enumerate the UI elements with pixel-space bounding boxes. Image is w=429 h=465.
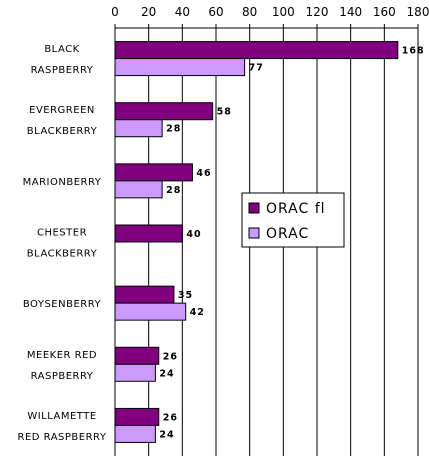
category-label: EVERGREEN [29, 105, 95, 116]
bar [114, 285, 175, 304]
bar [114, 302, 187, 321]
bar [114, 407, 160, 426]
category-label: MEEKER RED [27, 350, 97, 361]
x-tick-label: 100 [272, 5, 295, 19]
x-tick-label: 40 [175, 5, 190, 19]
bar [114, 163, 193, 182]
bar [114, 41, 399, 60]
category-label: RASPBERRY [31, 371, 94, 382]
x-tick-label: 80 [242, 5, 257, 19]
bar [114, 58, 246, 77]
legend-label-orac-fl: ORAC fl [266, 201, 326, 217]
legend-swatch-orac-fl [248, 202, 260, 214]
data-label: 26 [163, 412, 178, 423]
x-tick-label: 0 [111, 5, 119, 19]
category-label: WILLAMETTE [27, 411, 96, 422]
legend-label-orac: ORAC [266, 226, 309, 242]
category-label: RASPBERRY [31, 65, 94, 76]
bar [114, 363, 156, 382]
category-labels: BLACK RASPBERRY EVERGREEN BLACKBERRY MARIONB… [18, 44, 107, 443]
x-tick-label: 60 [208, 5, 223, 19]
bar [114, 224, 183, 243]
x-tick-label: 180 [407, 5, 429, 19]
data-label: 35 [178, 290, 193, 301]
category-label: MARIONBERRY [23, 177, 102, 188]
bar [114, 180, 163, 199]
category-label: BOYSENBERRY [23, 299, 102, 310]
bar [114, 346, 160, 365]
bar [114, 424, 156, 443]
bar [114, 119, 163, 138]
data-label: 24 [159, 368, 174, 379]
data-label: 77 [249, 63, 264, 74]
data-label: 24 [159, 429, 174, 440]
data-label: 28 [166, 124, 181, 135]
category-label: BLACKBERRY [27, 126, 98, 137]
bar [114, 102, 214, 121]
data-labels: 168 77 58 28 46 28 40 35 42 26 24 26 24 [159, 46, 425, 441]
data-label: 26 [163, 351, 178, 362]
data-label: 46 [196, 168, 211, 179]
x-tick-label: 160 [373, 5, 396, 19]
data-label: 40 [186, 229, 201, 240]
x-tick-label: 140 [339, 5, 362, 19]
data-label: 42 [190, 307, 205, 318]
legend: ORAC fl ORAC [241, 192, 345, 248]
legend-swatch-orac [248, 227, 260, 239]
category-label: CHESTER [37, 228, 87, 239]
x-tick-label: 20 [141, 5, 156, 19]
data-label: 58 [217, 107, 232, 118]
data-label: 168 [402, 46, 425, 57]
x-tick-labels: 0 20 40 60 80 100 120 140 160 180 [111, 5, 429, 28]
x-tick-label: 120 [306, 5, 329, 19]
category-label: BLACK [44, 44, 79, 55]
category-label: BLACKBERRY [27, 249, 98, 260]
data-label: 28 [166, 185, 181, 196]
category-label: RED RASPBERRY [18, 432, 107, 443]
